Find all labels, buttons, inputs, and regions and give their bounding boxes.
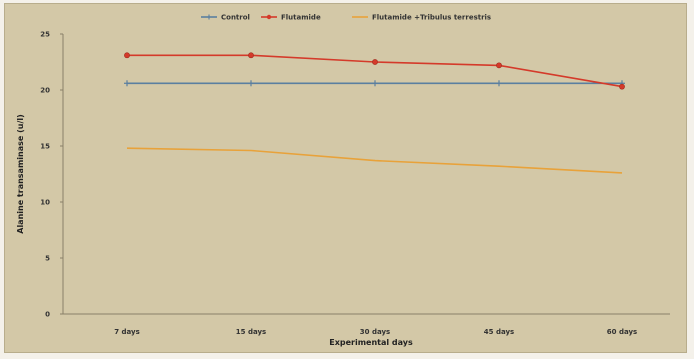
data-point <box>619 83 625 90</box>
y-tick-label: 15 <box>40 143 50 151</box>
series-line <box>126 147 623 174</box>
data-point <box>124 80 130 87</box>
legend-item-2: Flutamide <box>261 14 321 22</box>
x-tick-label: 30 days <box>360 328 390 336</box>
y-tick-label: 10 <box>40 199 50 207</box>
legend-label: Control <box>221 14 250 22</box>
series-layer <box>124 52 625 174</box>
x-tick-labels: 7 days 15 days 30 days 45 days 60 days <box>114 328 637 336</box>
legend-item-3: Flutamide +Tribulus terrestris <box>352 14 491 22</box>
line-chart: Control Flutamide Flutamide +Tribulus terr… <box>16 14 670 347</box>
y-tick-labels: 0 5 10 15 20 25 <box>40 31 63 319</box>
series-3 <box>126 147 623 174</box>
x-tick-label: 45 days <box>484 328 514 336</box>
data-point <box>496 62 502 69</box>
legend-item-1: Control <box>201 14 250 22</box>
x-tick-label: 7 days <box>114 328 140 336</box>
x-tick-label: 15 days <box>236 328 266 336</box>
series-1 <box>124 80 625 87</box>
legend: Control Flutamide Flutamide +Tribulus terr… <box>201 14 491 22</box>
chart-frame: Control Flutamide Flutamide +Tribulus terr… <box>4 3 687 353</box>
data-point <box>248 52 254 59</box>
data-point <box>248 80 254 87</box>
data-point <box>124 52 130 59</box>
legend-label: Flutamide +Tribulus terrestris <box>372 14 491 22</box>
y-tick-label: 0 <box>45 311 50 319</box>
series-2 <box>124 52 625 90</box>
legend-label: Flutamide <box>281 14 321 22</box>
x-tick-label: 60 days <box>607 328 637 336</box>
data-point <box>372 80 378 87</box>
data-point <box>496 80 502 87</box>
legend-marker <box>266 14 272 20</box>
axes <box>62 34 670 315</box>
y-tick-label: 5 <box>45 255 50 263</box>
y-axis-title: Alanine transaminase (u/l) <box>16 114 25 234</box>
x-axis-title: Experimental days <box>329 338 413 347</box>
data-point <box>372 59 378 65</box>
y-tick-label: 25 <box>40 31 50 39</box>
y-tick-label: 20 <box>40 87 50 95</box>
